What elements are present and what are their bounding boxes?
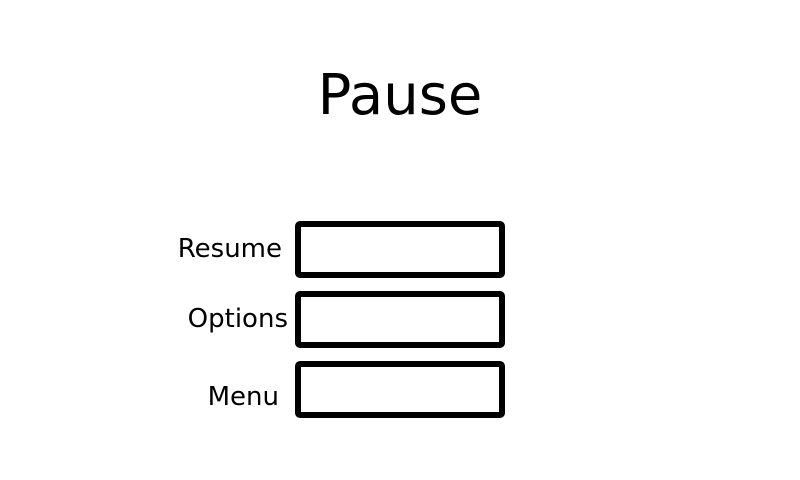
menu-button[interactable] — [295, 361, 505, 418]
menu-item-resume[interactable]: Resume — [0, 221, 800, 278]
options-label[interactable]: Options — [187, 304, 288, 334]
page-title: Pause — [317, 63, 483, 128]
options-button[interactable] — [295, 291, 505, 348]
menu-item-options[interactable]: Options — [0, 291, 800, 348]
menu-item-menu[interactable]: Menu — [0, 361, 800, 418]
menu-label[interactable]: Menu — [207, 382, 279, 412]
resume-button[interactable] — [295, 221, 505, 278]
resume-label[interactable]: Resume — [177, 234, 282, 264]
